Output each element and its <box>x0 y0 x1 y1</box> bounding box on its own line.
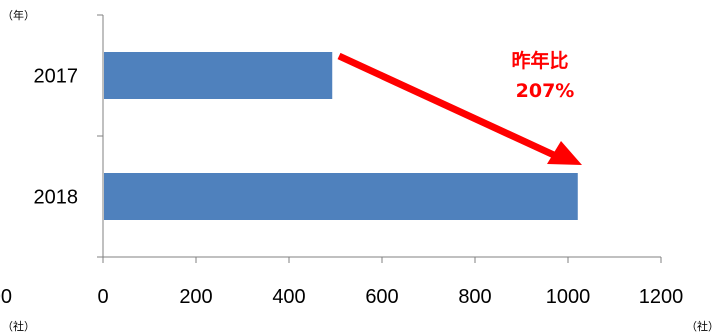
y-categories: 2017 2018 <box>34 66 79 209</box>
x-tick-label: 200 <box>179 286 212 308</box>
x-ticks: 0 200 400 600 800 1000 1200 <box>97 286 683 308</box>
bar-2018 <box>104 173 578 220</box>
x-unit-label-right: （社） <box>686 319 714 333</box>
bar-2017 <box>104 52 333 99</box>
x-tick-label: 1000 <box>546 286 591 308</box>
x-tick-label: 800 <box>458 286 491 308</box>
x-tick-label-clipped: 00 <box>0 286 12 308</box>
bars <box>104 52 578 220</box>
annotation-line2: 207% <box>516 80 575 102</box>
category-label: 2018 <box>34 187 79 209</box>
comparison-arrow <box>337 52 582 165</box>
x-tick-label: 1200 <box>639 286 684 308</box>
category-label: 2017 <box>34 66 79 88</box>
x-tick-label: 400 <box>272 286 305 308</box>
annotation-line1: 昨年比 <box>511 49 568 72</box>
x-tick-label: 600 <box>365 286 398 308</box>
axes <box>97 14 662 263</box>
x-unit-label-left: （社） <box>2 319 35 333</box>
y-unit-label: （年） <box>2 8 35 22</box>
x-tick-label: 0 <box>97 286 108 308</box>
